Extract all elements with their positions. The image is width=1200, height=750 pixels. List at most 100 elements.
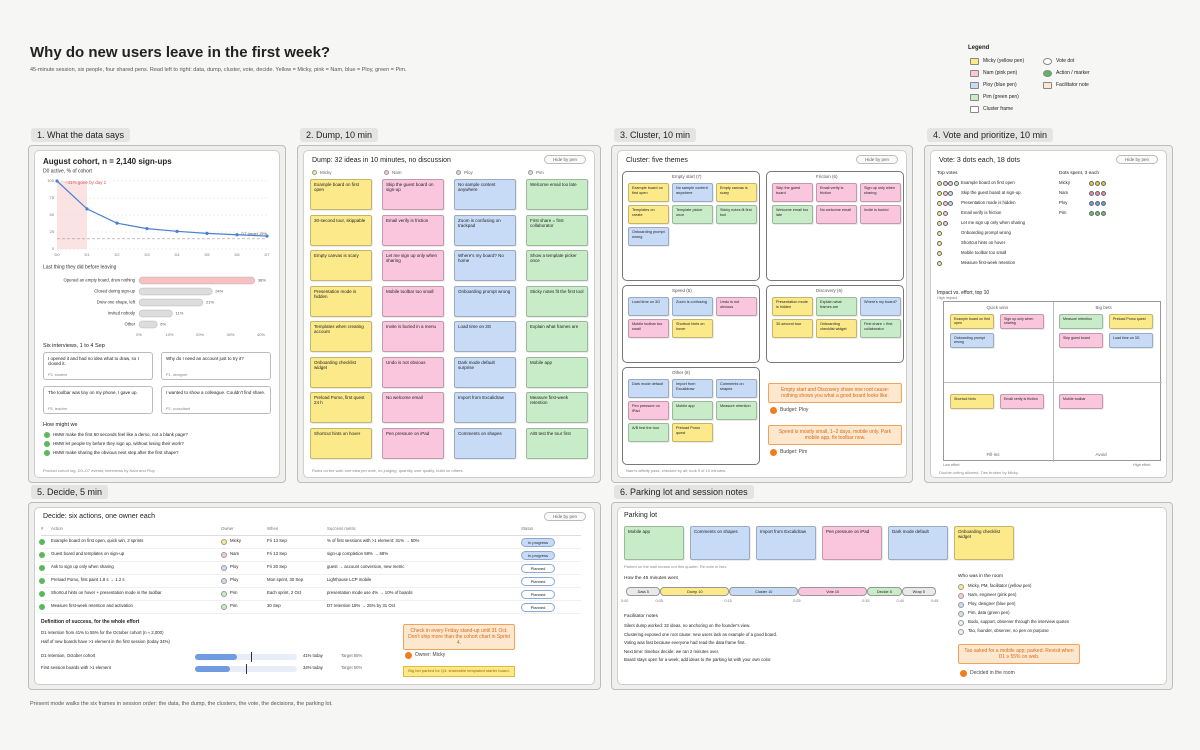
frame: Vote: 3 dots each, 18 dots Hide by pen Top… <box>924 145 1173 483</box>
vote-dots <box>937 241 961 247</box>
point <box>235 233 239 237</box>
frame: Dump: 32 ideas in 10 minutes, no discuss… <box>297 145 601 483</box>
pen-dot <box>528 170 533 175</box>
metric-target: Target 50% <box>341 665 363 670</box>
table-cell: Ploy <box>230 564 239 569</box>
sticky-note: Import from Excalidraw <box>756 526 816 560</box>
board-title: Why do new users leave in the first week… <box>30 44 331 61</box>
vote-dots <box>1089 181 1109 187</box>
x-tick-label: 20% <box>196 332 204 337</box>
sticky-note: Measure retention <box>716 401 757 420</box>
marker-dot <box>770 407 777 414</box>
owner-label: Budget: Ploy <box>780 407 809 413</box>
column-header: Status <box>521 526 534 531</box>
facilitator-line: Clustering exposed one root cause: new u… <box>624 631 778 637</box>
sticky-note: Comments on shapes <box>690 526 750 560</box>
button[interactable]: Hide by pen <box>855 155 898 164</box>
board-subtitle: 45-minute session, six people, four shar… <box>30 67 407 73</box>
sticky-note: First share = first collaborator <box>526 214 588 246</box>
facilitator-line: Silent dump worked: 32 ideas, no anchori… <box>624 623 751 628</box>
row-marker <box>39 578 45 584</box>
sticky-note: Presentation mode is hidden <box>772 297 813 316</box>
cluster-name: Discovery (6) <box>816 288 843 293</box>
bar-label: Other <box>125 322 136 327</box>
vote-dot <box>937 251 942 256</box>
vote-item: Presentation mode is hidden <box>961 200 1016 205</box>
quadrant-name: Quick wins <box>986 305 1009 310</box>
line <box>56 180 268 237</box>
vote-dots <box>937 251 961 257</box>
quote-text: Why do I need an account just to try it? <box>166 356 244 361</box>
status-pill: Planned <box>521 603 555 612</box>
section-title: How the 45 minutes went <box>624 576 678 581</box>
sticky-note: Dark mode default surprise <box>454 356 516 388</box>
cluster-frame: Friction (6) Skip the guest board Email ve… <box>766 171 904 281</box>
legend-label: Cluster frame <box>983 106 1014 112</box>
vote-dot <box>1101 181 1106 186</box>
sticky-note: Empty canvas is scary <box>310 250 372 281</box>
target-tick <box>251 652 253 662</box>
button[interactable]: Hide by pen <box>543 155 586 164</box>
legend-swatch <box>1043 58 1052 65</box>
button[interactable]: Hide by pen <box>543 512 586 521</box>
quote-card: I wanted to show a colleague. Couldn't f… <box>161 386 271 414</box>
quote-source: P1, designer <box>166 373 188 377</box>
person-name: Nam <box>1059 190 1069 195</box>
x-tick-label: 0:35 <box>862 599 870 603</box>
quote-text: I wanted to show a colleague. Couldn't f… <box>166 390 266 395</box>
column-name: Ploy <box>464 170 473 175</box>
sticky-note: Onboarding prompt wrong <box>950 333 994 348</box>
facilitator-line: Next time: timebox decide; we ran 2 minu… <box>624 648 720 654</box>
sticky-note: Shortcut hints <box>950 394 994 409</box>
table-cell: Preload Pomo, first paint 1.8 s → 1.2 s <box>51 577 125 582</box>
metric-bar <box>195 666 230 672</box>
table-cell: sign-up completion 58% → 68% <box>327 551 389 556</box>
owner-dot <box>221 539 227 545</box>
table-cell: D7 retention 18% → 25% by 31 Oct <box>327 603 396 608</box>
row-rule <box>41 574 581 575</box>
chart-title: D0 active, % of cohort <box>43 168 93 174</box>
sticky-note: Skip guest board <box>1059 333 1103 348</box>
sticky-note: Load time on 3G <box>454 321 516 352</box>
table-cell: Fri 20 Sep <box>267 564 287 569</box>
status-pill: Planned <box>521 577 555 586</box>
quote-text: The toolbar was tiny on my phone, I gave… <box>48 390 138 395</box>
value-label: 11% <box>176 311 184 316</box>
table-cell: guest → account conversion, new metric <box>327 564 405 569</box>
button[interactable]: Hide by pen <box>1115 155 1158 164</box>
section-title: Who was in the room <box>958 574 1004 579</box>
column-header: Action <box>51 526 63 531</box>
point <box>265 234 269 238</box>
table-cell: Fri 13 Sep <box>267 538 287 543</box>
row-marker <box>39 591 45 597</box>
card-note: Double-voting allowed. Ties broken by Mi… <box>939 470 1019 475</box>
legend-swatch <box>970 106 979 113</box>
frame-label: 4. Vote and prioritize, 10 min <box>927 128 1054 142</box>
sticky-note: A/B test the tour <box>628 423 669 442</box>
person: Micky, PM, facilitator (yellow pen) <box>968 583 1032 588</box>
timeline-segment: Wrap 5 <box>901 587 936 596</box>
pen-dot <box>456 170 461 175</box>
vote-dot <box>1101 211 1106 216</box>
vote-dot <box>942 201 948 206</box>
axis-line <box>944 382 1162 383</box>
vote-dot <box>1089 211 1094 216</box>
sticky-note: Mobile toolbar too small <box>628 319 669 338</box>
table-cell: Micky <box>230 538 241 543</box>
frame-label: 1. What the data says <box>31 128 131 142</box>
frame: Decide: six actions, one owner each Hide … <box>28 502 601 690</box>
frame: Cluster: five themes Hide by pen Empty sta… <box>611 145 913 483</box>
vote-item: Shortcut hints on hover <box>961 240 1006 245</box>
sticky-note: Import from Excalidraw <box>454 392 516 423</box>
metric-value: 41% today <box>303 653 323 658</box>
sticky-note: Invite is buried in a menu <box>382 321 444 352</box>
sticky-note: Mobile app <box>624 526 684 560</box>
vote-dots <box>1089 211 1109 217</box>
timeline-segment: Cluster 10 <box>729 587 799 596</box>
marker-dot <box>960 670 967 677</box>
person-swatch <box>958 593 964 599</box>
owner-dot <box>221 578 227 584</box>
vote-dot <box>1095 201 1100 206</box>
vote-item: Email verify is friction <box>961 210 1002 215</box>
quote-source: P2, consultant <box>166 407 191 411</box>
